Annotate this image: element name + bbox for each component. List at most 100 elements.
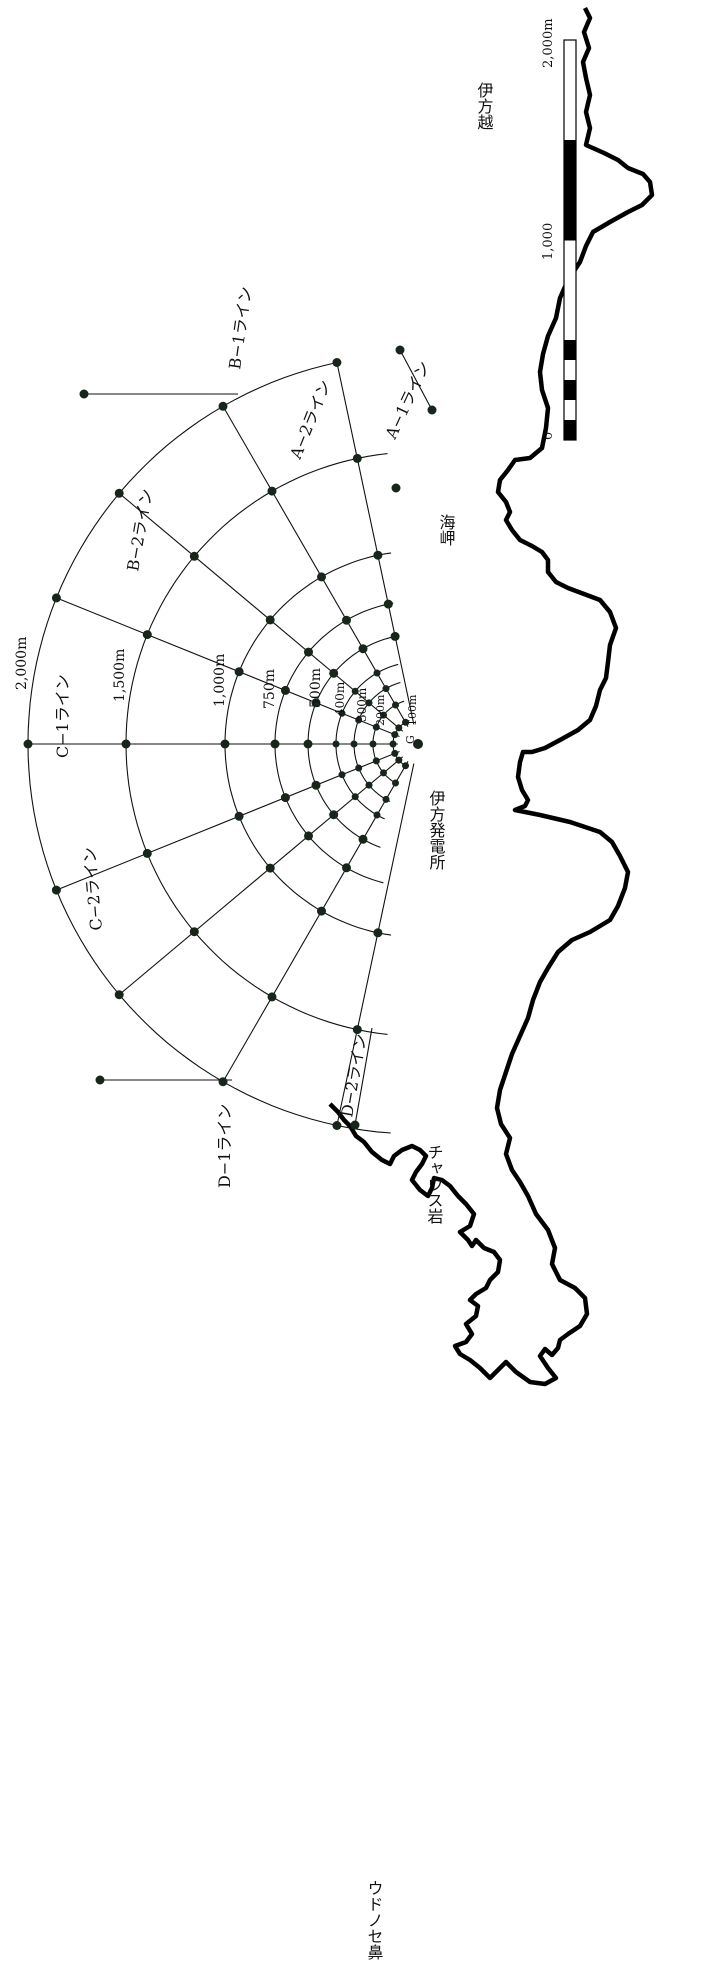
- ring-label-750: 750m: [262, 669, 278, 709]
- ring-label-400: 400m: [333, 681, 347, 716]
- station-point: [280, 793, 290, 803]
- station-point: [350, 1120, 360, 1130]
- station-point: [280, 685, 290, 695]
- survey-line: [335, 763, 415, 1128]
- station-point: [311, 698, 321, 708]
- station-point: [392, 701, 399, 709]
- station-point: [352, 453, 362, 463]
- center-label: G: [404, 735, 417, 744]
- line-label-d1: D−1ライン: [215, 1104, 234, 1188]
- station-point: [389, 740, 397, 748]
- station-point: [95, 1075, 105, 1085]
- station-point: [189, 927, 199, 937]
- station-point: [355, 764, 363, 772]
- station-point: [351, 793, 359, 801]
- station-point: [342, 615, 351, 625]
- station-point: [358, 834, 368, 844]
- station-point: [355, 716, 363, 724]
- station-point: [372, 723, 380, 731]
- ring-label-1500: 1,500m: [112, 649, 128, 702]
- station-point: [304, 831, 313, 841]
- line-label-b1: B−1ライン: [225, 285, 255, 370]
- station-point: [351, 687, 359, 695]
- station-point: [372, 757, 380, 765]
- scale-label-2000: 2,000m: [541, 18, 556, 68]
- station-point: [317, 572, 326, 582]
- station-point: [350, 740, 358, 748]
- station-point: [332, 740, 340, 748]
- scale-bar: 0 1,000 2,000m: [541, 18, 577, 441]
- station-point: [395, 756, 403, 764]
- station-point: [373, 811, 381, 819]
- line-label-a2: A−2ライン: [286, 377, 335, 462]
- ring-label-1000: 1,000m: [212, 654, 228, 707]
- station-point: [391, 731, 399, 739]
- line-label-c1: C−1ライン: [53, 674, 72, 758]
- station-point: [391, 483, 401, 493]
- station-point: [427, 405, 437, 415]
- place-udonose: ウドノセ鼻: [365, 1880, 384, 1960]
- station-point: [358, 644, 368, 654]
- distance-ring: [274, 602, 394, 884]
- station-point: [51, 593, 61, 603]
- place-chausu: チャウス岩: [425, 1144, 444, 1224]
- station-point: [373, 928, 383, 938]
- station-point: [265, 615, 275, 625]
- station-point: [365, 699, 373, 707]
- station-point: [51, 885, 61, 895]
- station-point: [79, 389, 89, 399]
- station-point: [267, 486, 277, 496]
- station-point: [265, 863, 275, 873]
- line-label-c2: C−2ライン: [80, 846, 106, 931]
- survey-line: [335, 360, 415, 725]
- station-point: [329, 810, 339, 820]
- survey-line: [117, 756, 404, 997]
- scale-label-1000: 1,000: [541, 223, 556, 260]
- station-point: [391, 749, 399, 757]
- line-labels: A−1ライン A−2ライン B−1ライン B−2ライン C−1ライン C−2ライ…: [53, 285, 434, 1188]
- ring-labels: 2,000m 1,500m 1,000m 750m 500m 400m 300m…: [14, 637, 419, 744]
- place-misaki: 海岬: [437, 514, 456, 546]
- ring-label-500: 500m: [308, 668, 324, 708]
- station-point: [338, 709, 346, 717]
- station-point: [142, 630, 152, 640]
- station-point: [365, 781, 373, 789]
- station-point: [380, 711, 387, 719]
- station-point: [382, 685, 390, 693]
- station-point: [114, 488, 124, 498]
- survey-line-extension: [399, 349, 433, 411]
- station-point: [304, 647, 313, 657]
- station-point: [395, 345, 405, 355]
- survey-line-extension: [354, 1027, 373, 1126]
- ring-label-100: 100m: [406, 694, 419, 726]
- station-point: [142, 848, 152, 858]
- station-point: [380, 769, 387, 777]
- station-point: [234, 667, 244, 677]
- line-label-a1: A−1ライン: [381, 358, 434, 442]
- station-point: [121, 739, 131, 749]
- station-point: [352, 1025, 362, 1035]
- ring-label-300: 300m: [355, 687, 369, 722]
- station-point: [342, 863, 351, 873]
- station-point: [338, 771, 346, 779]
- station-point: [373, 550, 383, 560]
- coastline: [328, 6, 655, 1387]
- station-point: [329, 668, 339, 678]
- scale-label-0: 0: [541, 432, 556, 440]
- distance-ring: [27, 361, 391, 1134]
- center-station: [413, 739, 423, 749]
- station-point: [402, 718, 409, 726]
- ring-label-200: 200m: [374, 694, 387, 726]
- station-point: [383, 599, 393, 609]
- station-point: [311, 780, 321, 790]
- station-point: [332, 1121, 342, 1130]
- line-label-b2: B−2ライン: [123, 487, 156, 572]
- station-point: [114, 990, 124, 1000]
- distance-ring: [307, 635, 396, 848]
- station-point: [382, 795, 390, 803]
- station-point: [23, 739, 33, 749]
- station-point: [220, 739, 230, 749]
- station-point: [392, 779, 399, 787]
- ring-label-2000: 2,000m: [14, 637, 30, 690]
